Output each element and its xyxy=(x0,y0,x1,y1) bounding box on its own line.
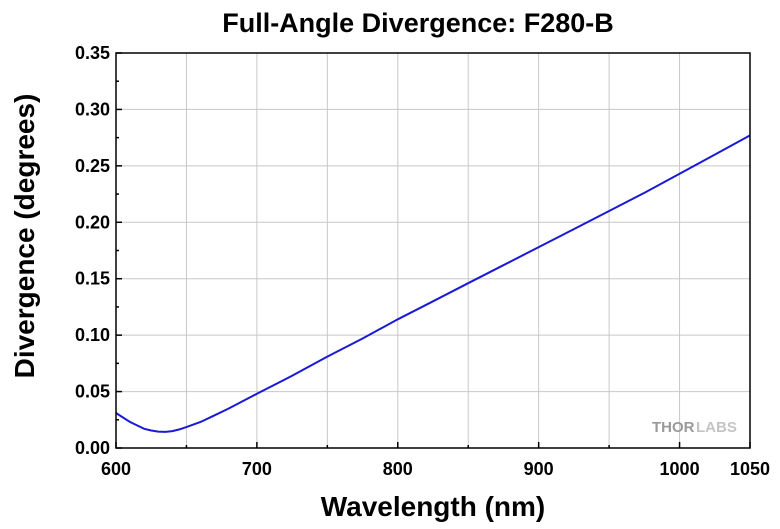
chart-title: Full-Angle Divergence: F280-B xyxy=(222,8,614,38)
y-tick-label: 0.30 xyxy=(75,99,110,119)
y-tick-label: 0.25 xyxy=(75,156,110,176)
divergence-series-line xyxy=(115,134,751,433)
logo-part2: LABS xyxy=(696,419,737,436)
y-tick-label: 0.05 xyxy=(75,382,110,402)
x-tick-labels: 600 700 800 900 1000 1050 xyxy=(101,459,770,479)
y-tick-label: 0.20 xyxy=(75,212,110,232)
y-axis-title: Divergence (degrees) xyxy=(9,94,40,379)
grid xyxy=(115,52,751,449)
logo-part1: THOR xyxy=(652,419,695,436)
y-tick-label: 0.00 xyxy=(75,438,110,458)
x-tick-label: 900 xyxy=(524,459,554,479)
plot-frame xyxy=(115,52,751,449)
x-axis-title: Wavelength (nm) xyxy=(321,491,546,522)
axis-ticks xyxy=(115,52,751,449)
x-tick-label: 600 xyxy=(101,459,131,479)
x-tick-label: 1050 xyxy=(730,459,770,479)
x-tick-label: 700 xyxy=(242,459,272,479)
x-tick-label: 1000 xyxy=(660,459,700,479)
y-tick-label: 0.10 xyxy=(75,325,110,345)
y-tick-labels: 0.00 0.05 0.10 0.15 0.20 0.25 0.30 0.35 xyxy=(75,43,110,458)
y-tick-label: 0.35 xyxy=(75,43,110,63)
y-tick-label: 0.15 xyxy=(75,269,110,289)
x-tick-label: 800 xyxy=(383,459,413,479)
thorlabs-logo: THOR LABS xyxy=(652,419,737,436)
